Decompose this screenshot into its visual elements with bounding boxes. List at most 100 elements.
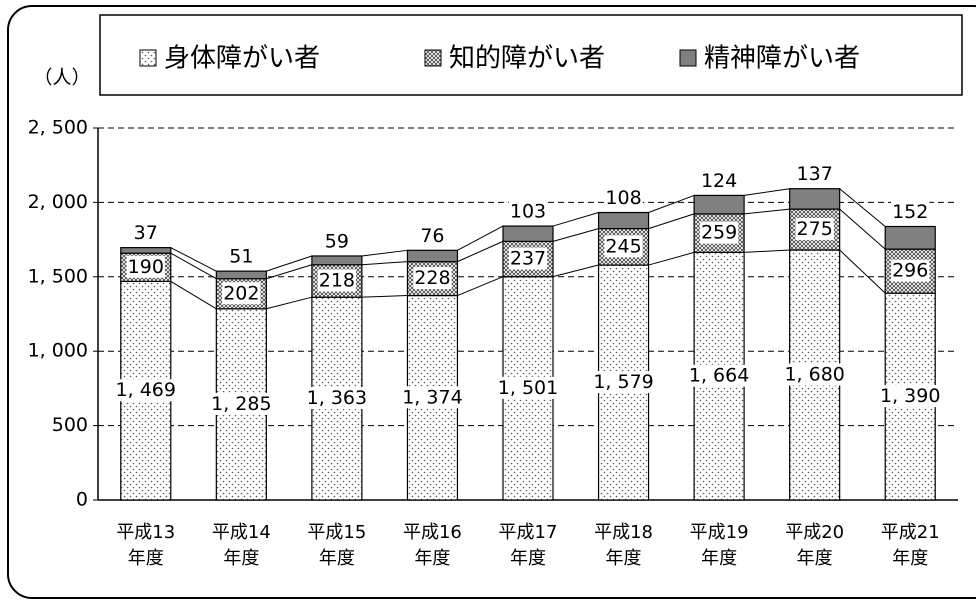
connector-line: [170, 247, 217, 272]
data-label: 245: [605, 235, 641, 257]
bar-segment: [884, 225, 936, 250]
x-tick-label: 平成18 年度: [594, 522, 653, 569]
x-tick-label: 平成15 年度: [307, 522, 367, 569]
data-label: 228: [414, 267, 450, 289]
connector-line: [266, 296, 313, 310]
data-label: 1, 285: [211, 393, 271, 415]
data-label-bg: [879, 385, 942, 408]
data-label: 275: [797, 218, 833, 240]
bar-segment: [597, 211, 650, 230]
data-label-bg: [132, 222, 159, 245]
data-label-bg: [604, 235, 643, 258]
connector-line: [552, 264, 599, 278]
data-label-bg: [419, 224, 446, 247]
data-label-bg: [323, 230, 350, 253]
connector-line: [361, 295, 408, 298]
y-tick-label: 1, 000: [28, 340, 88, 362]
data-label: 218: [319, 269, 355, 291]
bar-segment: [311, 255, 363, 266]
data-label: 237: [510, 248, 546, 270]
connector-line: [170, 252, 217, 280]
connector-line: [839, 208, 886, 250]
connector-line: [457, 240, 504, 263]
data-label: 190: [128, 256, 164, 278]
x-tick-label: 平成21 年度: [880, 522, 940, 569]
data-label-bg: [592, 371, 655, 394]
data-label-bg: [305, 387, 369, 410]
data-label-bg: [401, 386, 464, 409]
y-tick-label: 2, 000: [28, 191, 88, 213]
data-label: 1, 469: [116, 379, 176, 401]
data-label: 296: [892, 260, 928, 282]
connector-line: [648, 213, 695, 230]
data-label: 51: [229, 246, 253, 268]
data-label-bg: [496, 376, 560, 399]
legend-swatch: [139, 49, 157, 67]
data-label-bg: [210, 392, 273, 415]
legend-label: 精神障がい者: [704, 44, 860, 74]
data-label-bg: [508, 247, 548, 270]
legend-swatch: [679, 49, 697, 67]
data-label: 202: [223, 282, 259, 304]
bar-segment: [502, 225, 554, 242]
data-label: 1, 374: [402, 386, 462, 408]
data-label: 1, 501: [498, 377, 558, 399]
data-label-bg: [317, 269, 357, 292]
data-label-bg: [604, 187, 643, 210]
connector-line: [266, 264, 313, 280]
data-label: 76: [420, 225, 444, 247]
data-label: 1, 390: [880, 385, 940, 407]
legend-label: 知的障がい者: [449, 44, 605, 74]
connector-line: [552, 212, 599, 227]
connector-line: [457, 225, 504, 251]
y-tick-label: 1, 500: [28, 265, 88, 287]
bar-segment: [406, 249, 459, 263]
connector-line: [839, 249, 886, 294]
data-label-bg: [891, 259, 930, 282]
data-label-bg: [699, 169, 739, 192]
bar-segment: [693, 194, 745, 215]
bar-segment: [120, 247, 172, 254]
legend-label: 身体障がい者: [164, 44, 320, 74]
x-tick-label: 平成19 年度: [689, 522, 749, 569]
data-label: 108: [605, 187, 641, 209]
data-label: 1, 664: [689, 365, 749, 387]
data-label-bg: [783, 363, 846, 386]
data-label: 152: [892, 201, 928, 223]
data-label-bg: [508, 200, 548, 223]
data-label: 103: [510, 201, 546, 223]
legend-swatch: [424, 49, 442, 67]
connector-line: [457, 276, 504, 297]
data-label: 1, 579: [593, 371, 653, 393]
data-label: 124: [701, 170, 737, 192]
connector-line: [648, 251, 695, 266]
y-axis-label: （人）: [33, 67, 90, 89]
frame: [7, 5, 976, 599]
bar-segment: [789, 188, 841, 210]
data-label: 1, 680: [784, 364, 844, 386]
legend-box: [99, 14, 963, 96]
data-label-bg: [114, 379, 177, 402]
data-label-bg: [228, 245, 255, 268]
x-tick-label: 平成16 年度: [402, 522, 462, 569]
data-label-bg: [126, 255, 165, 278]
data-label-bg: [699, 221, 739, 244]
data-label-bg: [795, 163, 834, 186]
y-tick-label: 500: [52, 414, 88, 436]
y-tick-label: 0: [76, 489, 88, 511]
connector-line: [744, 208, 790, 215]
data-label: 37: [134, 222, 158, 244]
x-tick-label: 平成14 年度: [211, 522, 271, 569]
data-label-bg: [413, 267, 452, 290]
data-label: 137: [797, 163, 833, 185]
y-tick-label: 2, 500: [28, 117, 88, 139]
connector-line: [839, 188, 886, 227]
x-tick-label: 平成13 年度: [116, 522, 176, 569]
data-label: 59: [325, 230, 349, 252]
connector-line: [552, 228, 599, 242]
data-label: 259: [701, 222, 737, 244]
connector-line: [361, 249, 408, 257]
connector-line: [744, 188, 790, 196]
